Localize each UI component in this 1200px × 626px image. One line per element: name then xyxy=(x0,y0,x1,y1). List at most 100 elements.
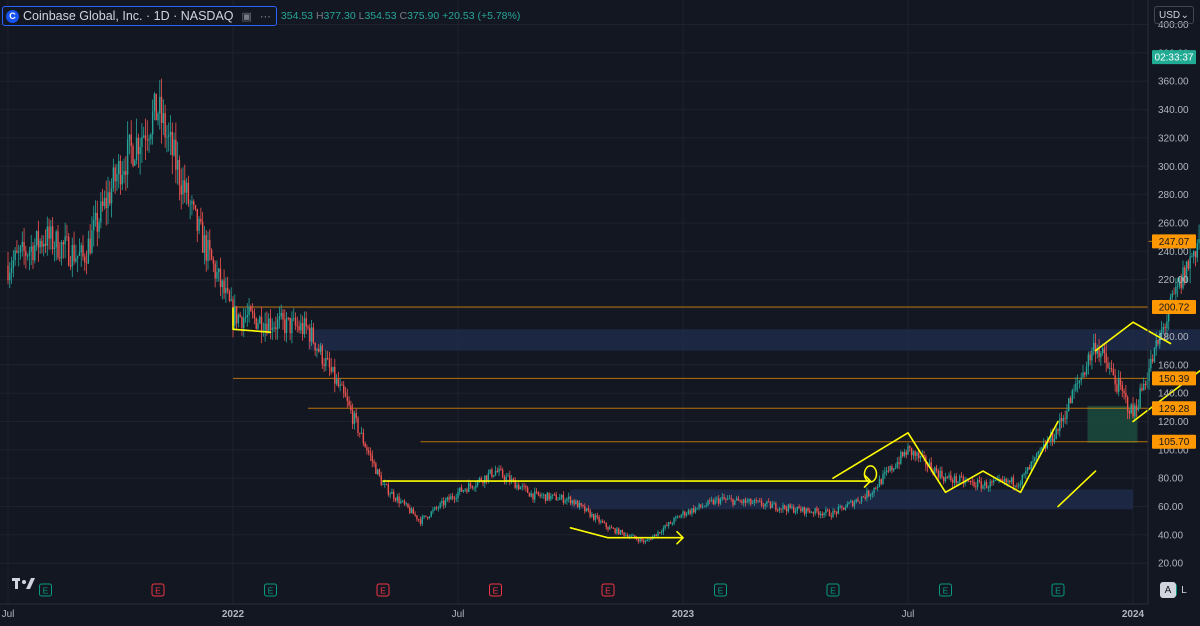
candle-body xyxy=(1184,267,1186,283)
candle-body xyxy=(512,479,515,480)
candle-body xyxy=(330,367,332,372)
candle-body xyxy=(105,197,107,208)
candle-body xyxy=(244,317,247,319)
candle-body xyxy=(859,501,861,503)
candle-body xyxy=(734,500,736,505)
candle-body xyxy=(993,480,995,483)
candle-body xyxy=(1187,261,1190,269)
candle-body xyxy=(423,515,425,517)
eye-icon[interactable]: ▣ xyxy=(241,10,252,23)
candle-body xyxy=(843,507,845,510)
candle-body xyxy=(516,484,518,489)
candle-body xyxy=(182,180,184,195)
candle-body xyxy=(76,255,79,259)
candle-body xyxy=(1023,473,1025,475)
candle-body xyxy=(1062,418,1065,422)
log-scale-button[interactable]: L xyxy=(1181,584,1187,596)
candle-body xyxy=(337,379,340,387)
tradingview-logo-icon[interactable] xyxy=(12,578,36,596)
candle-body xyxy=(396,496,398,501)
candle-body xyxy=(89,238,91,254)
candle-body xyxy=(96,212,98,232)
earnings-marker-label: E xyxy=(268,586,274,596)
candle-body xyxy=(601,520,604,523)
candle-body xyxy=(544,494,547,501)
candle-body xyxy=(437,507,440,509)
candle-body xyxy=(1134,405,1136,417)
candle-body xyxy=(478,478,481,481)
candle-body xyxy=(655,534,657,536)
candle-body xyxy=(691,508,693,514)
symbol-selector[interactable]: C Coinbase Global, Inc. · 1D · NASDAQ ▣ … xyxy=(2,6,277,26)
candle-body xyxy=(909,445,911,448)
candle-body xyxy=(1103,348,1106,354)
candle-body xyxy=(334,366,336,384)
candle-body xyxy=(978,480,981,482)
candle-body xyxy=(16,250,18,253)
candle-body xyxy=(903,451,906,457)
candle-body xyxy=(884,472,886,475)
candle-body xyxy=(534,491,536,500)
more-icon[interactable]: ⋯ xyxy=(259,10,271,23)
y-tick-label: 120.00 xyxy=(1158,417,1189,428)
candle-body xyxy=(1143,384,1145,391)
price-axis[interactable]: 20.00 40.00 60.00 80.00 100.00 120.00 140.00 16… xyxy=(1158,20,1189,570)
candle-body xyxy=(1000,478,1002,481)
candle-body xyxy=(846,503,848,508)
annotation-arrow xyxy=(1057,470,1097,508)
candle-body xyxy=(1089,354,1091,361)
candle-body xyxy=(612,528,615,529)
candle-body xyxy=(732,499,734,505)
candle-body xyxy=(1041,447,1043,451)
candle-body xyxy=(410,508,413,513)
candle-body xyxy=(326,357,329,360)
candle-body xyxy=(125,171,127,175)
candle-body xyxy=(703,506,706,508)
candle-body xyxy=(1085,366,1088,375)
candle-body xyxy=(1132,404,1134,417)
candle-body xyxy=(7,265,9,281)
candle-body xyxy=(446,497,448,501)
candle-body xyxy=(560,495,563,498)
candle-body xyxy=(553,494,556,496)
candle-body xyxy=(432,509,434,512)
auto-scale-button[interactable]: A xyxy=(1160,582,1176,598)
candle-body xyxy=(987,487,990,489)
open-value: 354.53 xyxy=(280,10,314,22)
candle-body xyxy=(543,494,545,496)
candle-body xyxy=(591,513,593,517)
time-axis[interactable]: Jul2022Jul2023Jul2024Jul2025Jul2026Jul xyxy=(2,609,1200,620)
candle-body xyxy=(853,502,856,507)
candle-body xyxy=(946,476,948,478)
candle-body xyxy=(78,252,81,256)
candle-body xyxy=(673,518,675,524)
candle-body xyxy=(839,506,841,508)
candle-body xyxy=(282,312,284,320)
currency-selector[interactable]: USD ⌄ xyxy=(1154,6,1194,24)
candle-body xyxy=(530,493,532,497)
candle-body xyxy=(966,480,968,482)
candle-body xyxy=(594,515,597,520)
candle-body xyxy=(269,318,272,331)
candle-body xyxy=(766,501,768,505)
candle-body xyxy=(782,505,784,510)
candle-body xyxy=(405,503,407,505)
candle-body xyxy=(112,167,115,189)
candle-body xyxy=(116,174,118,182)
candle-body xyxy=(776,509,779,511)
candle-body xyxy=(1025,470,1027,474)
candle-body xyxy=(1151,358,1154,362)
candle-body xyxy=(359,432,361,434)
candle-body xyxy=(21,241,23,247)
candle-body xyxy=(539,494,541,497)
candle-body xyxy=(653,534,656,537)
earnings-marker xyxy=(264,583,277,597)
candle-body xyxy=(812,512,815,514)
candle-body xyxy=(1159,333,1161,344)
candle-body xyxy=(532,493,534,500)
candle-body xyxy=(716,498,718,500)
candle-body xyxy=(957,481,959,483)
candle-body xyxy=(201,221,204,253)
change-value: +20.53 (+5.78%) xyxy=(442,10,521,22)
